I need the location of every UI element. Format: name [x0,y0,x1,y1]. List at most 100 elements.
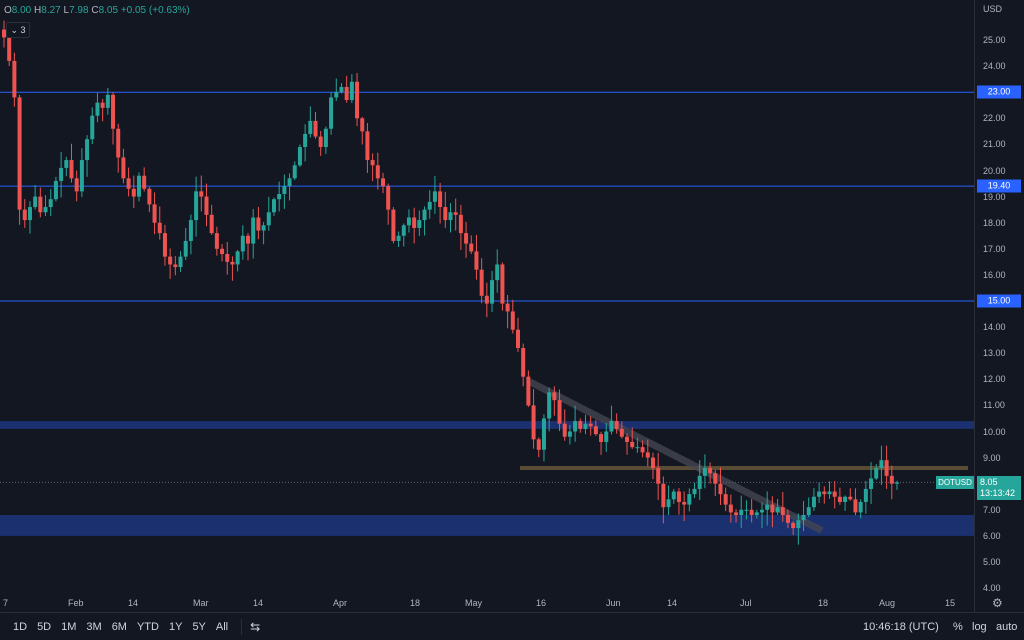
candle-body [157,222,162,234]
candle-body [147,188,152,205]
time-axis[interactable]: 7 Feb 14 Mar 14 Apr 18 May 16 Jun 14 Jul 18 Aug 15 [0,592,974,612]
range-button-5d[interactable]: 5D [37,620,52,633]
price-axis[interactable]: USD 25.0024.0023.0022.0021.0020.0019.001… [974,0,1024,612]
candle-body [334,92,339,98]
price-tick-label: 19.00 [983,191,1006,202]
candle-body [874,468,879,479]
candle-body [365,131,370,161]
range-button-1d[interactable]: 1D [13,620,28,633]
candle-body [780,507,785,516]
candle-body [277,193,282,200]
price-tick-label: 11.00 [983,400,1005,411]
candle-body [858,501,863,513]
candle-body [375,165,380,179]
candle-body [469,243,474,252]
range-button-1m[interactable]: 1M [61,620,77,633]
price-tick-label: 24.00 [983,61,1006,72]
candle-body [879,460,884,469]
price-tick-label: 22.00 [983,113,1006,124]
candle-body [339,86,344,93]
price-tick-label: 25.00 [983,35,1006,45]
candle-body [547,392,552,419]
candle-body [53,180,58,200]
high-value: 8.27 [41,5,61,16]
candle-body [744,509,749,511]
candle-body [7,37,12,61]
candle-body [785,515,790,523]
range-button-1y[interactable]: 1Y [168,620,183,633]
candle-body [609,421,614,432]
candle-body [199,191,204,197]
candle-body [495,264,500,281]
candle-body [573,421,578,432]
clock[interactable]: 10:46:18 (UTC) [863,621,939,633]
candle-body [588,423,593,427]
low-value: 7.98 [69,5,89,16]
candle-body [370,160,375,166]
candle-body [640,447,645,453]
percent-toggle[interactable]: % [953,621,963,633]
candle-body [578,421,583,429]
range-button-6m[interactable]: 6M [111,620,127,633]
bottom-toolbar: 1D 5D 1M 3M 6M YTD 1Y 5Y All ⇆ 10:46:18 (UTC) % … [0,612,1024,640]
currency-label[interactable]: USD [983,4,1003,14]
log-toggle[interactable]: log [972,621,987,633]
price-tick-label: 4.00 [983,583,1001,594]
candle-body [79,160,84,192]
chart-canvas[interactable]: O8.00 H8.27 L7.98 C8.05 +0.05 (+0.63%) ⌄… [0,0,974,612]
candle-body [22,209,27,221]
candle-body [204,196,209,215]
candle-body [775,507,780,513]
candle-body [251,217,256,244]
time-tick-label: 16 [536,598,547,608]
candle-body [734,512,739,516]
candle-body [12,60,17,98]
candlestick-chart[interactable] [0,0,974,612]
price-tick-label: 13.00 [983,348,1006,359]
price-tick-label: 9.00 [983,452,1001,463]
candle-body [271,199,276,213]
candle-body [313,120,318,137]
candle-body [474,251,479,270]
candle-body [173,264,178,268]
candle-body [427,201,432,210]
candle-body [360,118,365,132]
candle-body [126,178,131,189]
time-tick-label: 14 [253,598,264,608]
legend-collapse-button[interactable]: ⌄ 3 [6,22,30,38]
candle-body [2,29,6,38]
date-range-icon[interactable]: ⇆ [250,619,261,634]
range-button-3m[interactable]: 3M [86,620,102,633]
candle-body [645,452,650,458]
candle-body [770,504,775,513]
candle-body [552,392,557,401]
time-tick-label: 14 [128,598,139,608]
candle-body [266,212,271,226]
candle-body [708,468,713,474]
candle-body [261,225,266,231]
last-price: 8.05 [980,477,998,487]
candle-body [484,295,489,304]
candle-body [682,501,687,505]
candle-body [225,254,230,262]
price-tick-label: 18.00 [983,217,1006,228]
time-tick-label: Mar [193,598,209,608]
range-button-5y[interactable]: 5Y [192,620,206,633]
candle-body [817,491,822,497]
candle-body [510,311,515,330]
candle-body [697,475,702,489]
candle-body [349,81,354,101]
range-button-all[interactable]: All [215,620,229,633]
range-button-ytd[interactable]: YTD [136,620,159,633]
auto-toggle[interactable]: auto [996,621,1018,633]
candle-body [396,235,401,241]
candle-body [282,186,287,194]
candle-body [116,128,121,158]
candle-body [650,457,655,469]
candle-body [303,133,308,148]
candle-body [822,491,827,495]
ohlc-legend: O8.00 H8.27 L7.98 C8.05 +0.05 (+0.63%) [4,5,190,16]
support-zone-0 [0,421,974,429]
candle-body [100,102,105,108]
settings-gear-icon[interactable]: ⚙ [992,596,1003,610]
